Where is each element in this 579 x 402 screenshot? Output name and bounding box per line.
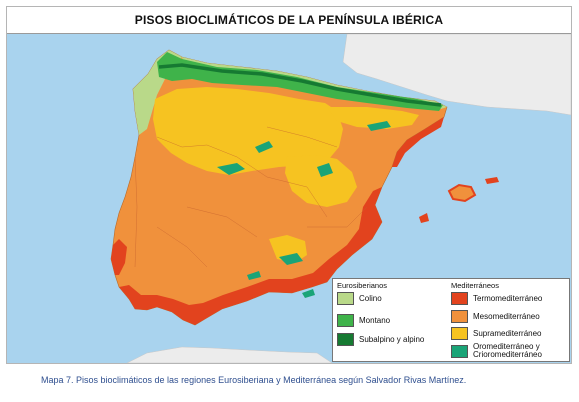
legend-label: Oromediterráneo y Crioromediterráneo <box>473 343 542 359</box>
legend-swatch <box>337 292 354 305</box>
legend-label-line2: Crioromediterráneo <box>473 350 542 359</box>
legend-item-oromediterraneo: Oromediterráneo y Crioromediterráneo <box>451 343 542 359</box>
balearics-ibiza <box>419 213 429 223</box>
legend-heading-eurosiberian: Eurosiberianos <box>337 281 388 290</box>
legend-swatch <box>451 327 468 340</box>
legend-item-termomediterraneo: Termomediterráneo <box>451 292 542 305</box>
subalpino-line <box>158 63 442 107</box>
legend-label: Colino <box>359 293 382 303</box>
legend: Eurosiberianos Mediterráneos Colino Mont… <box>332 278 570 362</box>
oromediterraneo-patches <box>217 121 391 298</box>
legend-swatch <box>451 292 468 305</box>
termomediterraneo-portugal <box>111 239 127 275</box>
termomediterraneo-south <box>119 187 382 325</box>
legend-item-mesomediterraneo: Mesomediterráneo <box>451 310 540 323</box>
map-figure: PISOS BIOCLIMÁTICOS DE LA PENÍNSULA IBÉR… <box>6 6 572 364</box>
legend-swatch <box>451 310 468 323</box>
balearics-menorca <box>485 177 499 184</box>
legend-heading-mediterranean: Mediterráneos <box>451 281 499 290</box>
legend-label-line1: Oromediterráneo y <box>473 342 540 351</box>
legend-swatch <box>337 314 354 327</box>
legend-item-subalpino: Subalpino y alpino <box>337 333 424 346</box>
legend-item-montano: Montano <box>337 314 390 327</box>
supramediterraneo-iberico <box>285 155 357 207</box>
legend-label: Supramediterráneo <box>473 328 542 338</box>
legend-item-supramediterraneo: Supramediterráneo <box>451 327 541 340</box>
balearics-mallorca <box>447 183 477 203</box>
legend-swatch <box>337 333 354 346</box>
map-title: PISOS BIOCLIMÁTICOS DE LA PENÍNSULA IBÉR… <box>134 13 444 27</box>
legend-label: Mesomediterráneo <box>473 311 540 321</box>
figure-caption: Mapa 7. Pisos bioclimáticos de las regio… <box>41 375 467 385</box>
supramediterraneo-pyrenees <box>327 107 419 129</box>
legend-swatch <box>451 344 468 358</box>
legend-label: Montano <box>359 315 391 325</box>
internal-borders <box>134 126 368 268</box>
iberia-map <box>7 34 571 363</box>
france-land <box>342 34 571 116</box>
legend-item-colino: Colino <box>337 292 382 305</box>
legend-label: Subalpino y alpino <box>359 334 425 344</box>
legend-label: Termomediterráneo <box>473 293 543 303</box>
supramediterraneo-meseta <box>153 87 343 175</box>
termomediterraneo-catalonia <box>392 117 444 167</box>
africa-land <box>126 346 333 363</box>
title-bar: PISOS BIOCLIMÁTICOS DE LA PENÍNSULA IBÉR… <box>7 7 571 34</box>
